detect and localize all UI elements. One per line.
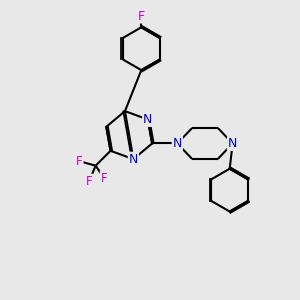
Text: F: F [76, 155, 83, 168]
Text: N: N [228, 137, 237, 150]
Text: N: N [129, 153, 138, 166]
Text: F: F [86, 175, 92, 188]
Text: F: F [138, 10, 145, 22]
Text: F: F [101, 172, 107, 184]
Text: N: N [173, 137, 182, 150]
Text: N: N [143, 113, 153, 126]
